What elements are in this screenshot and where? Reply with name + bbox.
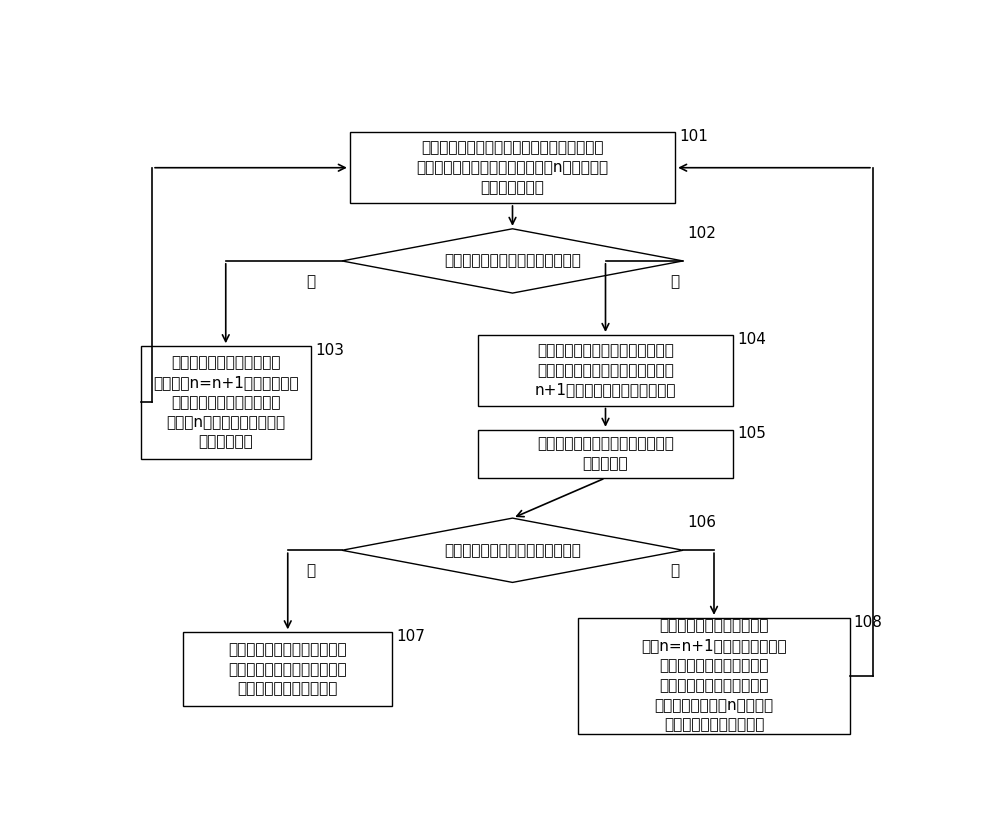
Text: 检测第一计数值是否达到计数阈值: 检测第一计数值是否达到计数阈值 [444, 254, 581, 268]
Text: 106: 106 [687, 515, 716, 530]
Bar [578, 618, 850, 733]
Text: 108: 108 [854, 615, 882, 630]
Text: 若计数差值在差值范围内，
则令n=n+1并再次执行通过电
动尾门撑杆系统驱动电动尾
门运行，确定计数传感器在
电动尾门运行的第n个时间周
期内的第一计数值的步骤: 若计数差值在差值范围内， 则令n=n+1并再次执行通过电 动尾门撑杆系统驱动电动… [641, 619, 787, 732]
Bar [140, 347, 311, 458]
Text: 若第一计数值未达到计数阈
值，则令n=n+1，再次执行确
定计数传感器在电动尾门运
行的第n个时间周期内的第一
计数值的步骤: 若第一计数值未达到计数阈 值，则令n=n+1，再次执行确 定计数传感器在电动尾门… [153, 355, 299, 449]
Bar [183, 632, 392, 706]
Text: 是: 是 [671, 564, 680, 579]
Text: 否: 否 [306, 564, 316, 579]
Text: 若第一计数值达到计数阈值，则确
定计数传感器在电动尾门运行的第
n+1个时间周期内的第二计数值: 若第一计数值达到计数阈值，则确 定计数传感器在电动尾门运行的第 n+1个时间周期… [535, 343, 676, 397]
Polygon shape [342, 229, 683, 293]
Text: 105: 105 [737, 427, 766, 442]
Text: 102: 102 [687, 225, 716, 240]
Bar [478, 335, 733, 406]
Text: 若计数差值超过差值范围，则
通过电动尾门撑杆系统控制电
动尾门执行预设防夹操作: 若计数差值超过差值范围，则 通过电动尾门撑杆系统控制电 动尾门执行预设防夹操作 [228, 642, 347, 696]
Text: 104: 104 [737, 331, 766, 347]
Text: 101: 101 [679, 129, 708, 144]
Text: 通过电动尾门撑杆系统驱动电动尾门运行，确
定计数传感器在电动尾门运行的第n个时间周期
内的第一计数值: 通过电动尾门撑杆系统驱动电动尾门运行，确 定计数传感器在电动尾门运行的第n个时间… [416, 140, 609, 195]
Text: 否: 否 [306, 274, 316, 289]
Text: 是: 是 [671, 274, 680, 289]
Text: 103: 103 [315, 343, 344, 358]
Text: 计算第二计数值与第一计数值之间
的计数差值: 计算第二计数值与第一计数值之间 的计数差值 [537, 437, 674, 471]
Polygon shape [342, 518, 683, 583]
Text: 检测该计数差值是否在差值范围内: 检测该计数差值是否在差值范围内 [444, 543, 581, 558]
Bar [478, 430, 733, 478]
Bar [350, 133, 675, 203]
Text: 107: 107 [396, 629, 425, 644]
